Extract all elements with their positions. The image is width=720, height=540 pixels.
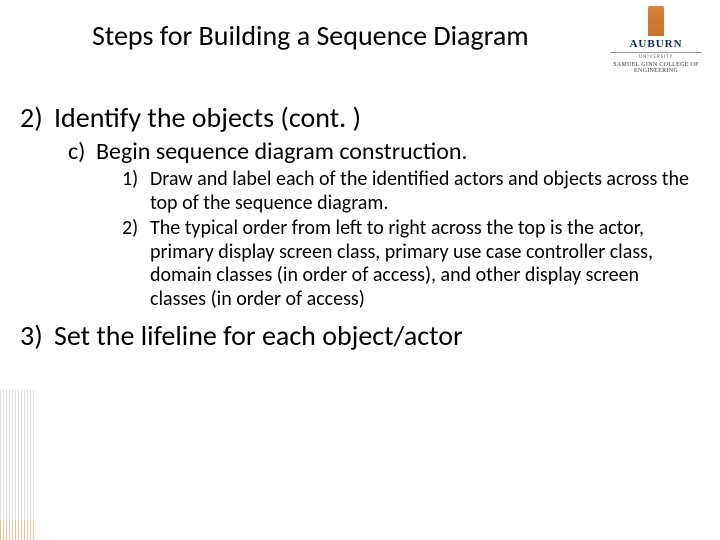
list-item: 2)The typical order from left to right a… — [122, 217, 700, 311]
logo-sub2: SAMUEL GINN COLLEGE OF ENGINEERING — [610, 62, 702, 74]
item-text: Begin sequence diagram construction. — [96, 137, 468, 166]
list-item: c)Begin sequence diagram construction. — [68, 137, 700, 166]
auburn-logo: AUBURN UNIVERSITY SAMUEL GINN COLLEGE OF… — [610, 6, 702, 74]
item-text: The typical order from left to right acr… — [150, 217, 700, 311]
item-text: Identify the objects (cont. ) — [54, 100, 361, 135]
logo-word: AUBURN — [610, 38, 702, 50]
item-number: 2) — [20, 100, 54, 135]
slide-title: Steps for Building a Sequence Diagram — [92, 18, 529, 53]
item-number: c) — [68, 137, 96, 166]
slide-body: 2)Identify the objects (cont. ) c)Begin … — [14, 100, 700, 355]
list-item: 2)Identify the objects (cont. ) — [14, 100, 700, 135]
list-item: 3)Set the lifeline for each object/actor — [14, 318, 700, 353]
item-number: 3) — [20, 318, 54, 353]
decorative-stripes — [0, 390, 34, 540]
slide: Steps for Building a Sequence Diagram AU… — [0, 0, 720, 540]
list-item: 1)Draw and label each of the identified … — [122, 168, 700, 215]
item-number: 1) — [122, 168, 150, 215]
item-text: Set the lifeline for each object/actor — [54, 318, 463, 353]
item-number: 2) — [122, 217, 150, 311]
tower-icon — [648, 6, 664, 36]
item-text: Draw and label each of the identified ac… — [150, 168, 700, 215]
logo-sub1: UNIVERSITY — [610, 52, 702, 60]
